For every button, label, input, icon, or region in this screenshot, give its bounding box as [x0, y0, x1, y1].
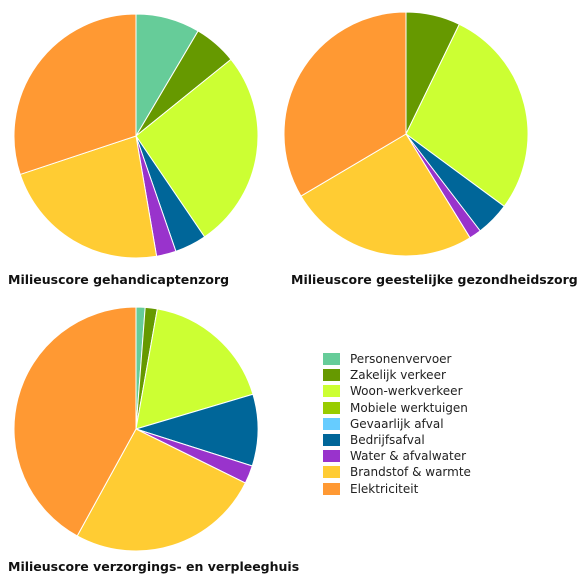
legend-label: Woon-werkverkeer	[350, 384, 463, 399]
legend-label: Brandstof & warmte	[350, 465, 471, 480]
legend-swatch	[323, 434, 340, 447]
pie-title-geestelijke-gezondheidszorg: Milieuscore geestelijke gezondheidszorg	[291, 272, 578, 287]
legend-swatch	[323, 450, 340, 463]
pie-slice-woon-werkverkeer	[135, 58, 259, 238]
legend-item-elektriciteit: Elektriciteit	[323, 481, 471, 497]
legend-label: Gevaarlijk afval	[350, 416, 444, 431]
legend-item-water-afvalwater: Water & afvalwater	[323, 448, 471, 464]
legend-swatch	[323, 401, 340, 414]
legend-label: Zakelijk verkeer	[350, 368, 446, 383]
legend-swatch	[323, 369, 340, 382]
legend-swatch	[323, 353, 340, 366]
legend-label: Mobiele werktuigen	[350, 400, 468, 415]
pie-title-verzorgings-en-verpleeghuis: Milieuscore verzorgings- en verpleeghuis	[8, 559, 300, 574]
legend-label: Personenvervoer	[350, 352, 452, 367]
legend-label: Water & afvalwater	[350, 449, 467, 464]
legend-swatch	[323, 482, 340, 495]
legend-item-zakelijk-verkeer: Zakelijk verkeer	[323, 367, 471, 383]
legend-label: Bedrijfsafval	[350, 433, 425, 448]
legend-label: Elektriciteit	[350, 481, 419, 496]
legend: Personenvervoer Zakelijk verkeer Woon-we…	[323, 351, 471, 497]
legend-item-woon-werkverkeer: Woon-werkverkeer	[323, 383, 471, 399]
pie-slice-brandstof-warmte	[19, 135, 158, 259]
pie-slice-woon-werkverkeer	[135, 308, 254, 430]
pie-title-gehandicaptenzorg: Milieuscore gehandicaptenzorg	[8, 272, 230, 287]
pie-slice-elektriciteit	[283, 11, 407, 197]
pie-slice-elektriciteit	[13, 306, 137, 537]
legend-item-mobiele-werktuigen: Mobiele werktuigen	[323, 400, 471, 416]
pie-chart-verzorgings-en-verpleeghuis	[13, 306, 259, 552]
legend-item-brandstof-warmte: Brandstof & warmte	[323, 464, 471, 480]
legend-item-gevaarlijk-afval: Gevaarlijk afval	[323, 416, 471, 432]
legend-item-personenvervoer: Personenvervoer	[323, 351, 471, 367]
legend-swatch	[323, 417, 340, 430]
pie-slice-brandstof-warmte	[300, 133, 471, 257]
pie-chart-geestelijke-gezondheidszorg	[283, 11, 529, 257]
legend-item-bedrijfsafval: Bedrijfsafval	[323, 432, 471, 448]
legend-swatch	[323, 466, 340, 479]
legend-swatch	[323, 385, 340, 398]
pie-chart-gehandicaptenzorg	[13, 13, 259, 259]
pie-slice-woon-werkverkeer	[405, 23, 529, 208]
pie-slice-elektriciteit	[13, 13, 137, 176]
